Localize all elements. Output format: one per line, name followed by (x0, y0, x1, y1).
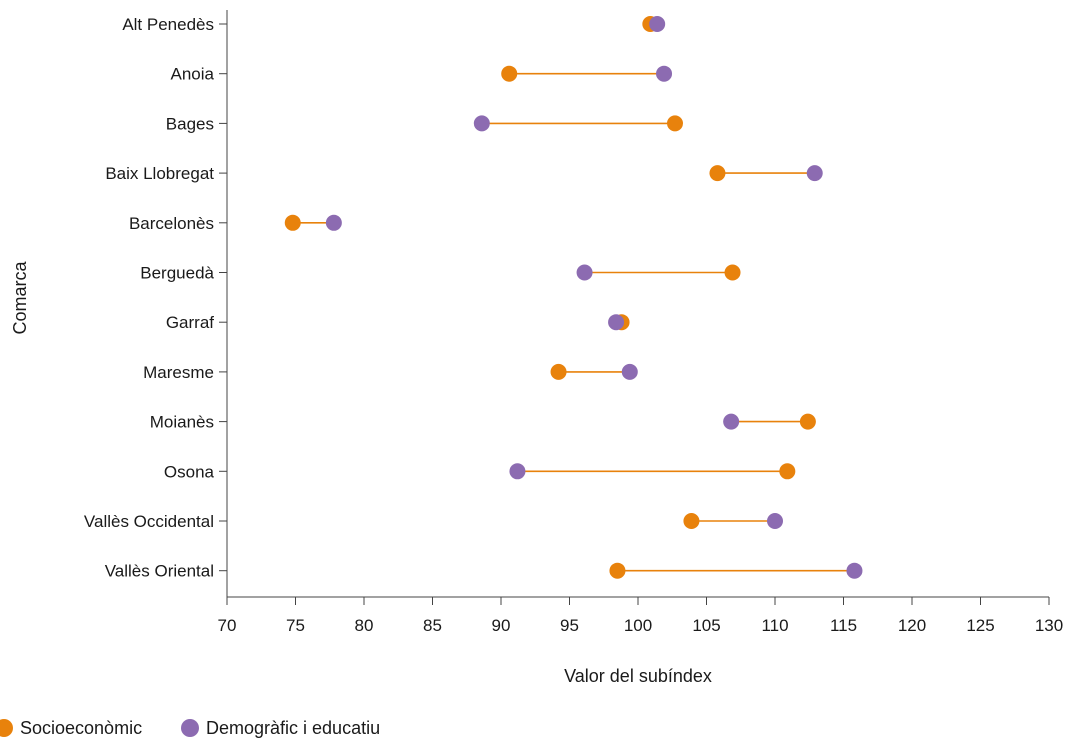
legend-marker-socioeconomic (0, 719, 13, 737)
point-socioeconomic (609, 562, 626, 579)
axes: Alt Penedès Anoia Bages Baix Llobregat Barce… (84, 10, 1063, 635)
point-demografic (608, 314, 625, 331)
y-tick-label: Alt Penedès (122, 15, 214, 34)
point-demografic (325, 214, 342, 231)
point-demografic (621, 363, 638, 380)
point-demografic (767, 513, 783, 529)
x-tick-label: 90 (492, 616, 511, 635)
point-demografic (723, 413, 740, 430)
y-tick-label: Bages (166, 114, 214, 133)
y-tick-label: Berguedà (140, 264, 214, 283)
x-tick-label: 80 (355, 616, 374, 635)
point-demografic (576, 264, 593, 281)
y-tick-label: Barcelonès (129, 214, 214, 233)
point-socioeconomic (666, 115, 683, 132)
x-tick-label: 75 (286, 616, 305, 635)
point-socioeconomic (550, 363, 567, 380)
connector-lines (292, 23, 855, 572)
x-tick-label: 100 (624, 616, 652, 635)
point-demografic (649, 16, 666, 32)
x-tick-label: 120 (898, 616, 926, 635)
x-tick-label: 105 (692, 616, 720, 635)
legend-label: Demogràfic i educatiu (206, 718, 380, 738)
y-tick-label: Garraf (166, 313, 214, 332)
y-tick-label: Vallès Occidental (84, 512, 214, 531)
x-tick-label: 130 (1035, 616, 1063, 635)
legend-marker-demografic (181, 719, 199, 737)
x-tick-label: 95 (560, 616, 579, 635)
point-socioeconomic (501, 65, 518, 82)
point-demografic (473, 115, 490, 132)
x-tick-label: 110 (761, 616, 788, 635)
x-axis-title: Valor del subíndex (564, 666, 712, 686)
point-socioeconomic (709, 165, 726, 182)
x-tick-label: 125 (966, 616, 994, 635)
x-tick-label: 85 (423, 616, 442, 635)
x-tick-label: 70 (218, 616, 237, 635)
y-tick-label: Osona (164, 462, 215, 481)
point-socioeconomic (683, 513, 700, 529)
point-demografic (806, 165, 823, 182)
y-tick-label: Moianès (150, 413, 214, 432)
point-socioeconomic (724, 264, 741, 281)
y-tick-label: Anoia (171, 65, 215, 84)
y-tick-label: Vallès Oriental (105, 562, 214, 581)
legend-label: Socioeconòmic (20, 718, 142, 738)
point-demografic (656, 65, 673, 82)
y-tick-label: Maresme (143, 363, 214, 382)
point-socioeconomic (779, 463, 796, 480)
y-axis-title: Comarca (10, 261, 30, 335)
legend: Socioeconòmic Demogràfic i educatiu (0, 718, 380, 738)
x-tick-label: 115 (830, 616, 857, 635)
point-demografic (846, 562, 863, 579)
y-tick-label: Baix Llobregat (105, 164, 214, 183)
point-demografic (509, 463, 526, 480)
point-socioeconomic (284, 214, 301, 231)
data-points (284, 16, 863, 579)
point-socioeconomic (799, 413, 816, 430)
